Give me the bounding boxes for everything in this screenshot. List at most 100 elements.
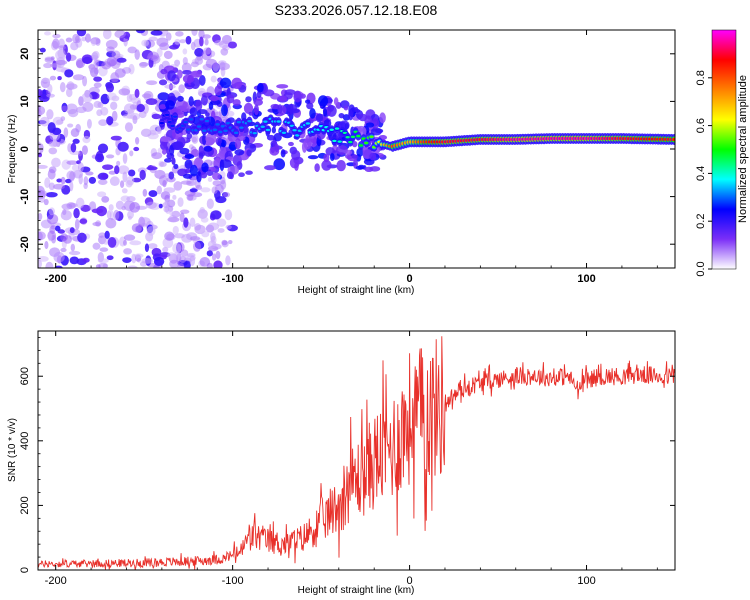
spectrogram-noise-blob (106, 255, 114, 261)
spectrogram-noise-blob (88, 63, 96, 73)
spectrogram-noise-blob (39, 143, 44, 153)
spectrogram-noise-blob (54, 225, 61, 232)
spectrogram-noise-blob (205, 58, 218, 69)
spectrogram-cluster-blob (160, 68, 168, 75)
spectrogram-noise-blob (211, 253, 217, 261)
spectrogram-noise-blob (172, 194, 177, 200)
spectrogram-noise-blob (126, 93, 133, 103)
spectrogram-noise-blob (117, 165, 130, 175)
spectrogram-noise-blob (181, 233, 193, 243)
spectrogram-x-tick-label: 100 (577, 273, 595, 285)
spectrogram-noise-blob (116, 57, 127, 63)
spectrogram-ridge-core (289, 124, 295, 127)
spectrogram-cluster-blob (189, 107, 198, 117)
spectrogram-cluster-blob (162, 148, 167, 155)
spectrogram-noise-blob (101, 173, 108, 180)
spectrogram-noise-blob (178, 84, 185, 94)
spectrogram-noise-blob (52, 183, 65, 190)
snr-x-tick-label: -200 (45, 575, 67, 587)
spectrogram-noise-blob (134, 88, 140, 99)
spectrogram-cluster-blob (301, 141, 308, 153)
spectrogram-noise-blob (185, 35, 192, 45)
spectrogram-noise-blob (43, 198, 49, 206)
spectrogram-y-label: Frequency (Hz) (7, 115, 18, 184)
spectrogram-cluster-blob (365, 122, 375, 128)
spectrogram-noise-blob (57, 48, 66, 59)
spectrogram-noise-blob (146, 55, 158, 60)
spectrogram-noise-blob (81, 36, 87, 42)
spectrogram-cluster-blob (182, 101, 189, 113)
spectrogram-noise-blob (159, 161, 167, 167)
spectrogram-noise-blob (102, 30, 112, 40)
spectrogram-noise-blob (48, 141, 60, 148)
spectrogram-noise-blob (117, 141, 129, 152)
spectrogram-cluster-blob (351, 154, 358, 159)
spectrogram-ridge-core (215, 123, 220, 126)
spectrogram-ridge-core (196, 125, 202, 128)
spectrogram-noise-blob (199, 207, 205, 214)
spectrogram-noise-blob (97, 191, 107, 198)
spectrogram-cluster-blob (344, 122, 349, 130)
spectrogram-noise-blob (172, 225, 179, 235)
spectrogram-cluster-blob (203, 145, 213, 152)
spectrogram-background (38, 30, 675, 268)
spectrogram-cluster-blob (195, 99, 203, 112)
spectrogram-cluster-blob (208, 101, 214, 110)
colorbar-ticks: 0.0 0.2 0.4 0.6 0.8 (695, 70, 712, 277)
spectrogram-noise-blob (106, 83, 115, 93)
spectrogram-noise-blob (46, 93, 55, 98)
spectrogram-ridge-core (233, 131, 239, 135)
colorbar-tick-label: 0.2 (695, 214, 707, 229)
spectrogram-ridge-core (226, 122, 231, 125)
snr-x-label: Height of straight line (km) (298, 585, 415, 596)
spectrogram-noise-blob (190, 236, 201, 241)
spectrogram-noise-blob (85, 33, 91, 43)
spectrogram-noise-blob (113, 209, 120, 221)
spectrogram-cluster-blob (219, 77, 232, 89)
spectrogram-noise-blob (98, 179, 108, 186)
spectrogram-noise-blob (190, 61, 199, 68)
spectrogram-cluster-blob (176, 95, 184, 102)
spectrogram-cluster-blob (220, 139, 227, 148)
spectrogram-cluster-blob (196, 171, 202, 183)
spectrogram-cluster-blob (273, 133, 282, 142)
spectrogram-ridge-core (334, 127, 340, 130)
spectrogram-ridge-core (329, 128, 334, 131)
spectrogram-noise-blob (219, 61, 226, 71)
spectrogram-ridge-core (199, 117, 204, 121)
spectrogram-noise-blob (122, 153, 128, 164)
spectrogram-noise-blob (150, 30, 163, 36)
spectrogram-cluster-blob (158, 79, 168, 86)
spectrogram-noise-blob (47, 84, 53, 94)
spectrogram-noise-blob (97, 258, 109, 264)
spectrogram-noise-blob (216, 218, 227, 227)
colorbar-tick-label: 0.8 (695, 70, 707, 85)
spectrogram-noise-blob (106, 210, 112, 219)
spectrogram-cluster-blob (205, 112, 210, 117)
spectrogram-ridge-core (348, 140, 353, 144)
spectrogram-cluster-blob (248, 111, 254, 116)
spectrogram-noise-blob (179, 212, 185, 223)
spectrogram-cluster-blob (289, 103, 294, 115)
spectrogram-noise-blob (189, 217, 196, 228)
snr-y-tick-label: 600 (19, 367, 31, 385)
spectrogram-noise-blob (48, 166, 57, 174)
colorbar-tick-label: 0.4 (695, 166, 707, 181)
spectrogram-noise-blob (105, 154, 115, 159)
spectrogram-noise-blob (69, 256, 79, 265)
spectrogram-noise-blob (191, 174, 198, 186)
spectrogram-x-tick-label: -200 (45, 273, 67, 285)
spectrogram-noise-blob (124, 122, 133, 133)
spectrogram-ridge-core (188, 118, 194, 121)
colorbar-frame (711, 29, 737, 270)
spectrogram-ridge-core (212, 128, 218, 132)
spectrogram-cluster-blob (169, 145, 175, 156)
spectrogram-noise-blob (105, 218, 117, 229)
spectrogram-cluster-blob (183, 173, 193, 179)
spectrogram-noise-blob (158, 203, 163, 209)
spectrogram-cluster-blob (364, 166, 374, 172)
snr-x-tick-label: 0 (407, 575, 413, 587)
spectrogram-noise-blob (72, 138, 80, 144)
spectrogram-cluster-blob (228, 144, 237, 150)
spectrogram-cluster-blob (226, 171, 234, 180)
